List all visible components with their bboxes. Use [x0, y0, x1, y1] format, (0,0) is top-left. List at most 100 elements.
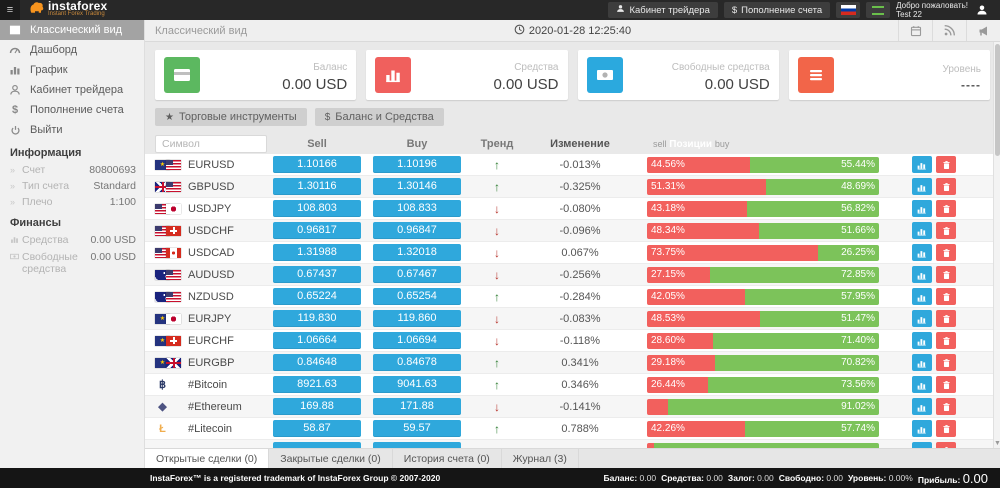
open-chart-button[interactable] — [912, 376, 932, 393]
buy-price-button[interactable]: 171.88 — [373, 398, 461, 415]
delete-symbol-button[interactable] — [936, 200, 956, 217]
rss-icon[interactable] — [932, 20, 966, 41]
sell-price-button[interactable]: 0.65224 — [273, 288, 361, 305]
open-chart-button[interactable] — [912, 244, 932, 261]
copyright-text: InstaForex™ is a registered trademark of… — [150, 473, 441, 483]
scrollbar-thumb[interactable] — [995, 44, 1000, 156]
delete-symbol-button[interactable] — [936, 178, 956, 195]
buy-price-button[interactable]: 0.84678 — [373, 354, 461, 371]
account-type-value: Standard — [93, 180, 136, 192]
delete-symbol-button[interactable] — [936, 156, 956, 173]
sell-price-button[interactable]: 0.96817 — [273, 222, 361, 239]
calendar-icon[interactable] — [898, 20, 932, 41]
sell-price-button[interactable]: 1.10166 — [273, 156, 361, 173]
sidebar-item-label: График — [30, 64, 68, 76]
person-icon — [616, 4, 625, 16]
sell-price-button[interactable]: 1.30116 — [273, 178, 361, 195]
trader-cabinet-button[interactable]: Кабинет трейдера — [608, 2, 718, 18]
sell-price-button[interactable]: 169.88 — [273, 398, 361, 415]
bottom-tab[interactable]: История счета (0) — [393, 449, 502, 468]
sidebar-item-logout[interactable]: Выйти — [0, 120, 144, 140]
symbol-filter-input[interactable] — [155, 135, 267, 153]
sell-price-button[interactable]: 119.830 — [273, 310, 361, 327]
deposit-button[interactable]: $ Пополнение счета — [723, 2, 831, 18]
buy-price-button[interactable]: 0.67467 — [373, 266, 461, 283]
delete-symbol-button[interactable] — [936, 420, 956, 437]
quote-row: ◆ #Ethereum 169.88 171.88 ↓ -0.141% 91.0… — [145, 396, 1000, 418]
delete-symbol-button[interactable] — [936, 310, 956, 327]
open-chart-button[interactable] — [912, 156, 932, 173]
sidebar-item-chart[interactable]: График — [0, 60, 144, 80]
bottom-tab[interactable]: Журнал (3) — [502, 449, 579, 468]
russian-language-button[interactable] — [836, 2, 861, 18]
open-chart-button[interactable] — [912, 310, 932, 327]
sell-price-button[interactable]: 8921.63 — [273, 376, 361, 393]
delete-symbol-button[interactable] — [936, 288, 956, 305]
delete-symbol-button[interactable] — [936, 266, 956, 283]
sell-price-button[interactable] — [273, 442, 361, 448]
quote-row: EURCHF 1.06664 1.06694 ↓ -0.118% 28.60% … — [145, 330, 1000, 352]
buy-price-button[interactable]: 9041.63 — [373, 376, 461, 393]
trend-arrow-icon: ↓ — [494, 311, 500, 326]
sell-positions-segment: 51.31% — [647, 178, 767, 195]
sell-price-button[interactable]: 0.84648 — [273, 354, 361, 371]
buy-price-button[interactable]: 1.30146 — [373, 178, 461, 195]
gb-flag-icon — [166, 357, 181, 368]
sidebar-item-classic-view[interactable]: Классический вид — [0, 20, 144, 40]
open-chart-button[interactable] — [912, 442, 932, 448]
sell-price-button[interactable]: 0.67437 — [273, 266, 361, 283]
buy-price-button[interactable]: 0.96847 — [373, 222, 461, 239]
sell-price-button[interactable]: 1.06664 — [273, 332, 361, 349]
menu-toggle-icon[interactable]: ≡ — [0, 0, 20, 20]
open-chart-button[interactable] — [912, 420, 932, 437]
buy-price-button[interactable]: 119.860 — [373, 310, 461, 327]
bottom-tab[interactable]: Закрытые сделки (0) — [269, 449, 393, 468]
open-chart-button[interactable] — [912, 332, 932, 349]
buy-price-button[interactable]: 1.32018 — [373, 244, 461, 261]
sell-price-button[interactable]: 108.803 — [273, 200, 361, 217]
scrollbar-down-arrow-icon[interactable]: ▼ — [994, 440, 1000, 447]
delete-symbol-button[interactable] — [936, 332, 956, 349]
balance-funds-button[interactable]: $ Баланс и Средства — [314, 108, 444, 126]
sidebar-item-trader-cabinet[interactable]: Кабинет трейдера — [0, 80, 144, 100]
level-card: Уровень ---- — [788, 50, 990, 100]
delete-symbol-button[interactable] — [936, 398, 956, 415]
open-chart-button[interactable] — [912, 288, 932, 305]
buy-price-button[interactable]: 1.10196 — [373, 156, 461, 173]
open-chart-button[interactable] — [912, 398, 932, 415]
buy-positions-segment — [653, 442, 879, 448]
buy-price-button[interactable] — [373, 442, 461, 448]
delete-symbol-button[interactable] — [936, 244, 956, 261]
open-chart-button[interactable] — [912, 200, 932, 217]
bar-chart-icon — [375, 57, 412, 93]
user-avatar-icon[interactable] — [974, 4, 990, 16]
change-value: -0.256% — [559, 268, 601, 281]
open-chart-button[interactable] — [912, 266, 932, 283]
positions-bar: 42.05% 57.95% — [647, 288, 879, 305]
vertical-scrollbar[interactable]: ▼ — [993, 42, 1000, 448]
delete-symbol-button[interactable] — [936, 442, 956, 448]
buy-price-button[interactable]: 1.06694 — [373, 332, 461, 349]
open-chart-button[interactable] — [912, 222, 932, 239]
account-type-label: Тип счета — [22, 180, 70, 192]
sidebar-item-label: Пополнение счета — [30, 104, 124, 116]
open-chart-button[interactable] — [912, 178, 932, 195]
bottom-tab[interactable]: Открытые сделки (0) — [145, 449, 270, 468]
delete-symbol-button[interactable] — [936, 222, 956, 239]
sidebar-item-label: Кабинет трейдера — [30, 84, 124, 96]
rates-toggle-button[interactable] — [866, 2, 891, 18]
content-area: Баланс 0.00 USD Средства 0.00 USD — [145, 42, 1000, 448]
positions-buy-label: buy — [714, 138, 730, 149]
sell-price-button[interactable]: 58.87 — [273, 420, 361, 437]
buy-price-button[interactable]: 59.57 — [373, 420, 461, 437]
delete-symbol-button[interactable] — [936, 376, 956, 393]
sell-price-button[interactable]: 1.31988 — [273, 244, 361, 261]
sidebar-item-deposit[interactable]: $ Пополнение счета — [0, 100, 144, 120]
sidebar-item-dashboard[interactable]: Дашборд — [0, 40, 144, 60]
megaphone-icon[interactable] — [966, 20, 1000, 41]
trading-instruments-button[interactable]: ★ Торговые инструменты — [155, 108, 307, 126]
open-chart-button[interactable] — [912, 354, 932, 371]
buy-price-button[interactable]: 108.833 — [373, 200, 461, 217]
delete-symbol-button[interactable] — [936, 354, 956, 371]
buy-price-button[interactable]: 0.65254 — [373, 288, 461, 305]
